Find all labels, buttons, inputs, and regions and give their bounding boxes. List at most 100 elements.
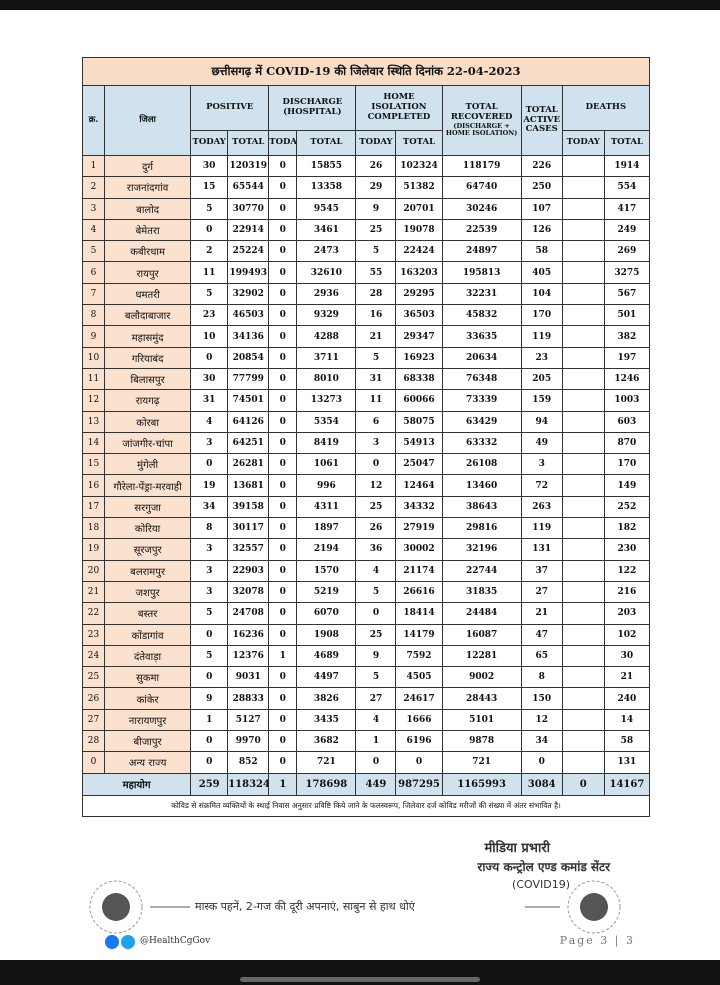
cell: बिलासपुर <box>104 367 192 391</box>
cell: 11 <box>355 389 397 412</box>
cell: 240 <box>603 687 651 710</box>
total-cell: 3084 <box>520 772 563 796</box>
cell: 47 <box>520 623 563 646</box>
header-text: TOTAL RECOVERED <box>450 102 513 123</box>
cell: 0 <box>81 751 106 774</box>
cell: 12376 <box>227 644 270 668</box>
cell: 27 <box>520 580 563 604</box>
cell: 5127 <box>227 708 270 732</box>
cell: 102324 <box>395 154 443 178</box>
cell: 14 <box>603 708 651 732</box>
cell: 1 <box>268 644 298 668</box>
cell: 30 <box>190 367 229 391</box>
cell: 9 <box>355 644 397 668</box>
cell: 0 <box>268 389 298 412</box>
empty-cell <box>561 580 605 604</box>
cell: 150 <box>520 687 563 710</box>
cell: 5 <box>81 240 106 263</box>
cell: 9031 <box>227 666 270 689</box>
header: DEATHS <box>561 85 651 131</box>
cell: 9545 <box>296 197 357 220</box>
cell: 0 <box>268 431 298 455</box>
cell: 55 <box>355 261 397 284</box>
cell: 0 <box>190 623 229 646</box>
cell: 30246 <box>441 197 522 220</box>
cell: 12464 <box>395 474 443 497</box>
cell: 1 <box>190 708 229 732</box>
cell: कबीरधाम <box>104 240 192 263</box>
row: 14 जांजगीर-चांपा 3 64251 0 8419 3 54913 63332 49 8… <box>81 431 651 455</box>
sub-header: TODAY <box>355 130 397 156</box>
total-cell: 14167 <box>603 772 651 796</box>
cell: 1 <box>81 154 106 178</box>
cell: 22539 <box>441 218 522 242</box>
cell: 5 <box>190 644 229 668</box>
cell: 0 <box>190 730 229 753</box>
cell: बस्तर <box>104 602 192 625</box>
cell: 6 <box>81 261 106 284</box>
cell: 31 <box>190 389 229 412</box>
cell: 77799 <box>227 367 270 391</box>
cell: 32610 <box>296 261 357 284</box>
cell: 4 <box>81 218 106 242</box>
total-cell: 449 <box>355 772 397 796</box>
cell: 32902 <box>227 282 270 306</box>
social-handle: @HealthCgGov <box>140 936 211 946</box>
cell: महासमुंद <box>104 325 192 348</box>
cell: 9 <box>190 687 229 710</box>
total-cell: 259 <box>190 772 229 796</box>
cell: बालोद <box>104 197 192 220</box>
cell: 501 <box>603 304 651 327</box>
cell: 182 <box>603 517 651 540</box>
slogan: मास्क पहनें, 2-गज की दूरी अपनाएं, साबुन … <box>195 900 415 913</box>
cell: 0 <box>268 197 298 220</box>
cell: 9 <box>81 325 106 348</box>
empty-cell <box>561 623 605 646</box>
empty-cell <box>561 666 605 689</box>
cell: 27 <box>81 708 106 732</box>
cell: 119 <box>520 325 563 348</box>
cell: 39158 <box>227 495 270 519</box>
total-cell: 1165993 <box>441 772 522 796</box>
cell: 49 <box>520 431 563 455</box>
cell: 37 <box>520 559 563 582</box>
cell: 30 <box>603 644 651 668</box>
cell: 19078 <box>395 218 443 242</box>
cell: 554 <box>603 176 651 199</box>
sub-header: TODAY <box>561 130 605 156</box>
cell: 119 <box>520 517 563 540</box>
empty-cell <box>561 325 605 348</box>
cell: 29295 <box>395 282 443 306</box>
cell: दंतेवाड़ा <box>104 644 192 668</box>
row: 25 सुकमा 0 9031 0 4497 5 4505 9002 8 21 <box>81 666 651 689</box>
paper: छत्तीसगढ़ में COVID-19 की जिलेवार स्थिति… <box>0 10 720 960</box>
cell: 2473 <box>296 240 357 263</box>
cell: मुंगेली <box>104 453 192 476</box>
empty-cell <box>561 218 605 242</box>
cell: 0 <box>268 751 298 774</box>
sub-header: TOTAL <box>603 130 651 156</box>
cell: 28833 <box>227 687 270 710</box>
cell: 104 <box>520 282 563 306</box>
row: 0 अन्य राज्य 0 852 0 721 0 0 721 0 131 <box>81 751 651 774</box>
cell: 10 <box>190 325 229 348</box>
cell: 24897 <box>441 240 522 263</box>
cell: 25 <box>355 495 397 519</box>
cell: 24708 <box>227 602 270 625</box>
cell: 0 <box>268 580 298 604</box>
cell: 0 <box>268 218 298 242</box>
cell: 107 <box>520 197 563 220</box>
cell: 6070 <box>296 602 357 625</box>
cell: 996 <box>296 474 357 497</box>
cell: 21 <box>520 602 563 625</box>
cell: 0 <box>268 176 298 199</box>
cell: 0 <box>268 410 298 433</box>
cell: 0 <box>268 666 298 689</box>
cell: 1914 <box>603 154 651 178</box>
empty-cell <box>561 644 605 668</box>
empty-cell <box>561 559 605 582</box>
cell: 102 <box>603 623 651 646</box>
cell: बलौदाबाजार <box>104 304 192 327</box>
cell: 0 <box>268 453 298 476</box>
cell: 1908 <box>296 623 357 646</box>
